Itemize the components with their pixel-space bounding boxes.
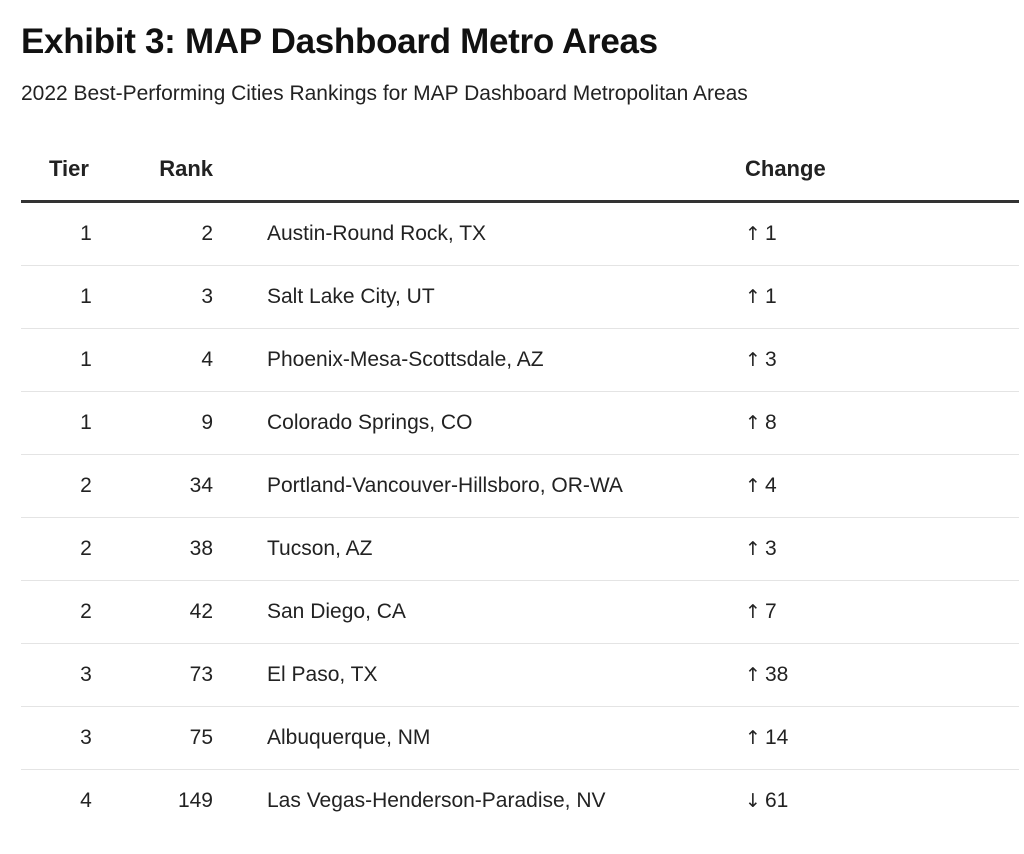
arrow-up-icon: ↑ (745, 538, 761, 560)
cell-spacer (213, 643, 267, 707)
cell-rank: 38 (151, 517, 213, 581)
change-value: 7 (765, 600, 777, 623)
cell-spacer (213, 517, 267, 581)
table-row: 3 73 El Paso, TX ↑ 38 (21, 643, 1019, 707)
column-header-rank: Rank (151, 138, 213, 203)
arrow-down-icon: ↓ (745, 790, 761, 812)
cell-change: ↑ 1 (745, 265, 1019, 329)
table-row: 1 2 Austin-Round Rock, TX ↑ 1 (21, 201, 1019, 266)
cell-spacer (213, 391, 267, 455)
table-row: 4 149 Las Vegas-Henderson-Paradise, NV ↓ 61 (21, 770, 1019, 833)
cell-change: ↑ 4 (745, 454, 1019, 518)
cell-city: Austin-Round Rock, TX (267, 201, 745, 266)
cell-change: ↑ 38 (745, 643, 1019, 707)
cell-tier: 1 (21, 265, 151, 329)
arrow-up-icon: ↑ (745, 664, 761, 686)
cell-rank: 149 (177, 789, 213, 812)
change-value: 3 (765, 348, 777, 371)
arrow-up-icon: ↑ (745, 349, 761, 371)
cell-city: Las Vegas-Henderson-Paradise, NV (267, 789, 606, 812)
table-header-row: Tier Rank Change (21, 138, 1019, 203)
cell-tier: 4 (80, 789, 92, 812)
table-body: 1 2 Austin-Round Rock, TX ↑ 1 1 3 Salt Lake Cit… (21, 201, 1019, 833)
cell-spacer (213, 770, 267, 833)
cell-spacer (213, 454, 267, 518)
cell-spacer (213, 580, 267, 644)
cell-city: El Paso, TX (267, 643, 745, 707)
column-header-city (267, 138, 745, 203)
cell-change: ↑ 8 (745, 391, 1019, 455)
table-row: 1 3 Salt Lake City, UT ↑ 1 (21, 265, 1019, 329)
cell-rank: 2 (151, 201, 213, 266)
cell-city: Albuquerque, NM (267, 706, 745, 770)
arrow-up-icon: ↑ (745, 412, 761, 434)
table-row: 1 9 Colorado Springs, CO ↑ 8 (21, 391, 1019, 455)
cell-change: ↑ 1 (745, 201, 1019, 266)
cell-city: San Diego, CA (267, 580, 745, 644)
cell-rank: 75 (151, 706, 213, 770)
cell-city: Portland-Vancouver-Hillsboro, OR-WA (267, 454, 745, 518)
cell-city: Phoenix-Mesa-Scottsdale, AZ (267, 328, 745, 392)
page-title: Exhibit 3: MAP Dashboard Metro Areas (21, 22, 658, 61)
table-row: 3 75 Albuquerque, NM ↑ 14 (21, 706, 1019, 770)
change-value: 14 (765, 726, 789, 749)
cell-rank: 9 (151, 391, 213, 455)
column-header-change: Change (745, 138, 1019, 203)
cell-rank: 73 (151, 643, 213, 707)
cell-rank: 34 (151, 454, 213, 518)
change-value: 1 (765, 222, 777, 245)
cell-tier: 2 (21, 517, 151, 581)
arrow-up-icon: ↑ (745, 727, 761, 749)
column-header-tier: Tier (21, 138, 151, 203)
cell-tier: 1 (21, 391, 151, 455)
table-row: 1 4 Phoenix-Mesa-Scottsdale, AZ ↑ 3 (21, 328, 1019, 392)
table-row: 2 38 Tucson, AZ ↑ 3 (21, 517, 1019, 581)
arrow-up-icon: ↑ (745, 601, 761, 623)
table-row: 2 42 San Diego, CA ↑ 7 (21, 580, 1019, 644)
cell-tier: 3 (21, 643, 151, 707)
column-spacer (213, 138, 267, 203)
cell-change: ↑ 3 (745, 517, 1019, 581)
change-value: 61 (765, 789, 789, 812)
cell-city: Colorado Springs, CO (267, 391, 745, 455)
page-subtitle: 2022 Best-Performing Cities Rankings for… (21, 82, 748, 105)
change-value: 8 (765, 411, 777, 434)
cell-tier: 1 (21, 201, 151, 266)
cell-tier: 2 (21, 580, 151, 644)
cell-spacer (213, 328, 267, 392)
cell-change: ↑ 14 (745, 706, 1019, 770)
change-value: 3 (765, 537, 777, 560)
cell-change: ↑ 7 (745, 580, 1019, 644)
rankings-table: Tier Rank Change 1 2 Austin-Round Rock, TX… (21, 138, 1019, 832)
cell-tier: 1 (21, 328, 151, 392)
change-value: 38 (765, 663, 789, 686)
cell-city: Salt Lake City, UT (267, 265, 745, 329)
cell-spacer (213, 201, 267, 266)
change-value: 1 (765, 285, 777, 308)
cell-spacer (213, 265, 267, 329)
cell-tier: 2 (21, 454, 151, 518)
arrow-up-icon: ↑ (745, 223, 761, 245)
cell-rank: 42 (151, 580, 213, 644)
cell-change: ↓ 61 (745, 770, 1019, 833)
table-row: 2 34 Portland-Vancouver-Hillsboro, OR-WA ↑ 4 (21, 454, 1019, 518)
cell-change: ↑ 3 (745, 328, 1019, 392)
cell-city: Tucson, AZ (267, 517, 745, 581)
cell-rank: 4 (151, 328, 213, 392)
arrow-up-icon: ↑ (745, 475, 761, 497)
change-value: 4 (765, 474, 777, 497)
arrow-up-icon: ↑ (745, 286, 761, 308)
cell-rank: 3 (151, 265, 213, 329)
cell-tier: 3 (21, 706, 151, 770)
cell-spacer (213, 706, 267, 770)
